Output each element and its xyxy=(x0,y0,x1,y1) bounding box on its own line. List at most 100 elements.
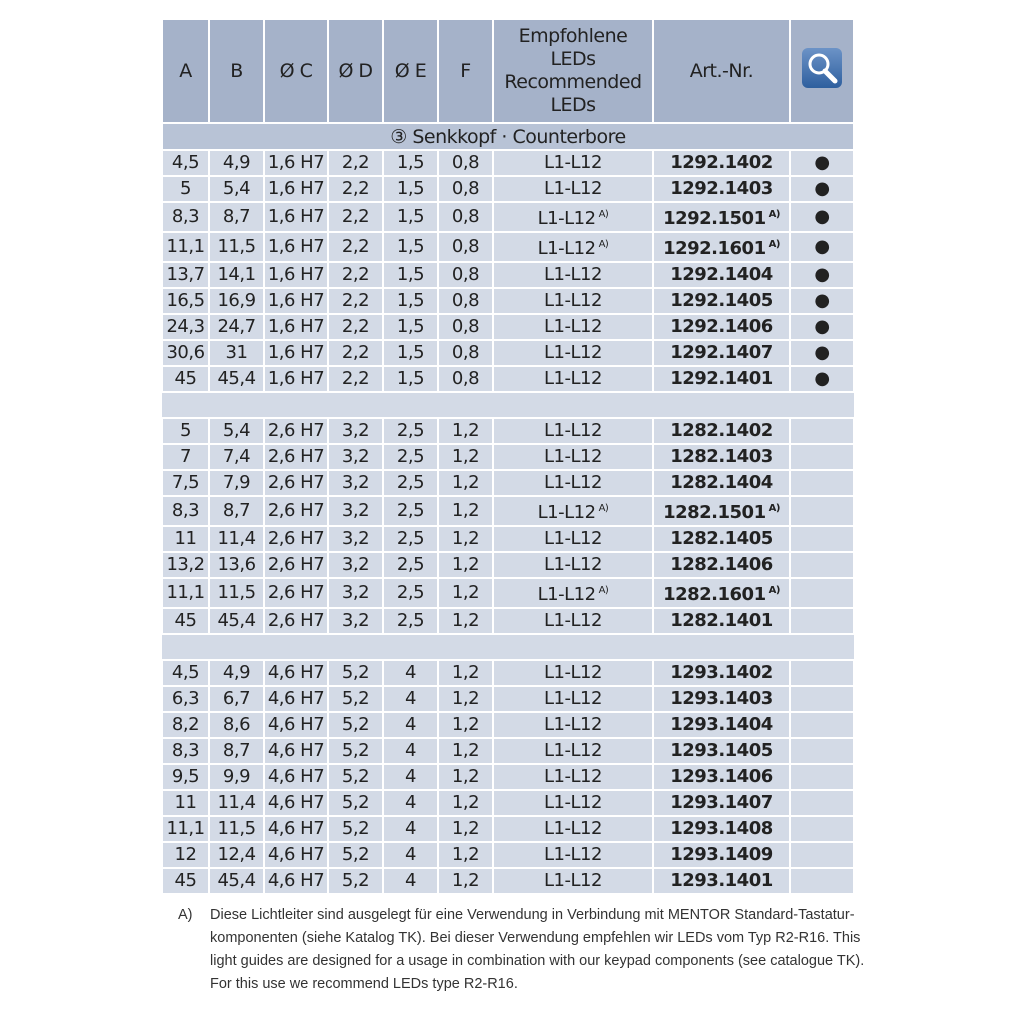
column-header: F xyxy=(437,18,494,124)
led-cell: L1-L12 xyxy=(544,870,602,891)
table-row: 4,5 4,9 1,6 H7 2,2 1,5 0,8 L1-L12 1292.1402 ● xyxy=(161,149,855,177)
cell: 24,3 xyxy=(161,313,210,341)
cell: 2,5 xyxy=(382,577,439,609)
cell: 16,9 xyxy=(208,287,265,315)
cell: 5,2 xyxy=(327,763,384,791)
cell: 0,8 xyxy=(437,149,494,177)
led-cell: L1-L12 xyxy=(544,446,602,467)
table-row: 11 11,4 2,6 H7 3,2 2,5 1,2 L1-L12 1282.1405 xyxy=(161,525,855,553)
availability-dot xyxy=(789,867,855,895)
cell: 2,2 xyxy=(327,175,384,203)
column-header: Ø E xyxy=(382,18,439,124)
led-cell: L1-L12 xyxy=(544,688,602,709)
cell: 8,3 xyxy=(161,495,210,527)
availability-dot xyxy=(789,469,855,497)
cell: 8,3 xyxy=(161,201,210,233)
cell: 1,5 xyxy=(382,339,439,367)
cell: 1,5 xyxy=(382,261,439,289)
cell: 5 xyxy=(161,417,210,445)
cell: 4,5 xyxy=(161,149,210,177)
article-number: 1292.1404 xyxy=(670,264,773,285)
availability-dot xyxy=(789,525,855,553)
cell: 3,2 xyxy=(327,469,384,497)
cell: 1,2 xyxy=(437,495,494,527)
cell: 2,6 H7 xyxy=(263,443,329,471)
cell: 14,1 xyxy=(208,261,265,289)
cell: 4,6 H7 xyxy=(263,815,329,843)
article-number: 1293.1404 xyxy=(670,714,773,735)
cell: 2,2 xyxy=(327,313,384,341)
cell: 4 xyxy=(382,815,439,843)
section-title: ③ Senkkopf · Counterbore xyxy=(161,122,855,151)
cell: 4,6 H7 xyxy=(263,685,329,713)
cell: 9,9 xyxy=(208,763,265,791)
cell: 1,6 H7 xyxy=(263,231,329,263)
table-row: 7,5 7,9 2,6 H7 3,2 2,5 1,2 L1-L12 1282.1404 xyxy=(161,469,855,497)
table-row: 45 45,4 4,6 H7 5,2 4 1,2 L1-L12 1293.1401 xyxy=(161,867,855,895)
article-number: 1282.1406 xyxy=(670,554,773,575)
led-cell: L1-L12 xyxy=(544,316,602,337)
led-cell: L1-L12 xyxy=(544,420,602,441)
table-row: 8,2 8,6 4,6 H7 5,2 4 1,2 L1-L12 1293.1404 xyxy=(161,711,855,739)
cell: 1,2 xyxy=(437,737,494,765)
cell: 1,2 xyxy=(437,607,494,635)
column-header: B xyxy=(208,18,265,124)
availability-dot xyxy=(789,763,855,791)
article-number: 1293.1407 xyxy=(670,792,773,813)
article-number: 1292.1403 xyxy=(670,178,773,199)
cell: 3,2 xyxy=(327,417,384,445)
magnifier-icon[interactable] xyxy=(802,48,842,88)
cell: 1,2 xyxy=(437,469,494,497)
availability-dot xyxy=(789,495,855,527)
cell: 0,8 xyxy=(437,231,494,263)
cell: 2,6 H7 xyxy=(263,551,329,579)
footnote-ref: A) xyxy=(598,239,609,250)
led-cell: L1-L12 xyxy=(544,818,602,839)
cell: 1,2 xyxy=(437,841,494,869)
cell: 45,4 xyxy=(208,607,265,635)
cell: 2,6 H7 xyxy=(263,417,329,445)
cell: 13,6 xyxy=(208,551,265,579)
cell: 1,2 xyxy=(437,443,494,471)
cell: 8,2 xyxy=(161,711,210,739)
cell: 5,4 xyxy=(208,417,265,445)
cell: 3,2 xyxy=(327,495,384,527)
cell: 31 xyxy=(208,339,265,367)
cell: 4 xyxy=(382,659,439,687)
table-row: 5 5,4 1,6 H7 2,2 1,5 0,8 L1-L12 1292.1403 ● xyxy=(161,175,855,203)
cell: 4,6 H7 xyxy=(263,763,329,791)
cell: 5,2 xyxy=(327,841,384,869)
cell: 8,6 xyxy=(208,711,265,739)
cell: 2,5 xyxy=(382,607,439,635)
cell: 4,6 H7 xyxy=(263,659,329,687)
table-row: 45 45,4 2,6 H7 3,2 2,5 1,2 L1-L12 1282.1401 xyxy=(161,607,855,635)
cell: 5,2 xyxy=(327,815,384,843)
cell: 2,2 xyxy=(327,149,384,177)
cell: 1,5 xyxy=(382,313,439,341)
cell: 4,6 H7 xyxy=(263,867,329,895)
footnote-ref: A) xyxy=(768,209,781,220)
cell: 8,7 xyxy=(208,737,265,765)
cell: 1,2 xyxy=(437,525,494,553)
led-cell: L1-L12 xyxy=(537,238,596,259)
availability-dot: ● xyxy=(789,149,855,177)
footnote-ref: A) xyxy=(768,585,781,596)
cell: 1,2 xyxy=(437,417,494,445)
cell: 12 xyxy=(161,841,210,869)
cell: 0,8 xyxy=(437,365,494,393)
led-cell: L1-L12 xyxy=(544,290,602,311)
table-row: 45 45,4 1,6 H7 2,2 1,5 0,8 L1-L12 1292.1401 ● xyxy=(161,365,855,393)
cell: 11,1 xyxy=(161,577,210,609)
availability-dot xyxy=(789,841,855,869)
cell: 2,2 xyxy=(327,365,384,393)
cell: 0,8 xyxy=(437,175,494,203)
led-cell: L1-L12 xyxy=(544,740,602,761)
cell: 5 xyxy=(161,175,210,203)
table-row: 6,3 6,7 4,6 H7 5,2 4 1,2 L1-L12 1293.1403 xyxy=(161,685,855,713)
cell: 11,5 xyxy=(208,815,265,843)
availability-dot xyxy=(789,737,855,765)
cell: 6,3 xyxy=(161,685,210,713)
article-number: 1282.1405 xyxy=(670,528,773,549)
cell: 2,5 xyxy=(382,417,439,445)
cell: 11,4 xyxy=(208,789,265,817)
